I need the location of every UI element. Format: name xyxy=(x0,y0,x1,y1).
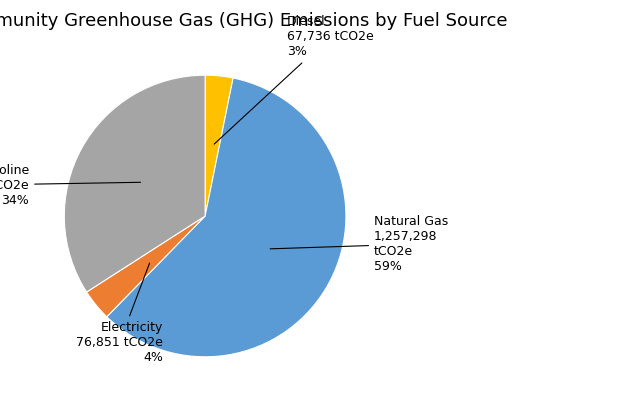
Wedge shape xyxy=(87,216,205,317)
Wedge shape xyxy=(107,78,346,357)
Text: Natural Gas
1,257,298
tCO2e
59%: Natural Gas 1,257,298 tCO2e 59% xyxy=(270,215,448,273)
Text: Diesel
67,736 tCO2e
3%: Diesel 67,736 tCO2e 3% xyxy=(214,15,374,144)
Text: Gasoline
724,719 tCO2e
34%: Gasoline 724,719 tCO2e 34% xyxy=(0,164,140,206)
Wedge shape xyxy=(205,75,233,216)
Title: 2019 Community Greenhouse Gas (GHG) Emissions by Fuel Source: 2019 Community Greenhouse Gas (GHG) Emis… xyxy=(0,12,508,30)
Wedge shape xyxy=(64,75,205,292)
Text: Electricity
76,851 tCO2e
4%: Electricity 76,851 tCO2e 4% xyxy=(76,263,163,364)
